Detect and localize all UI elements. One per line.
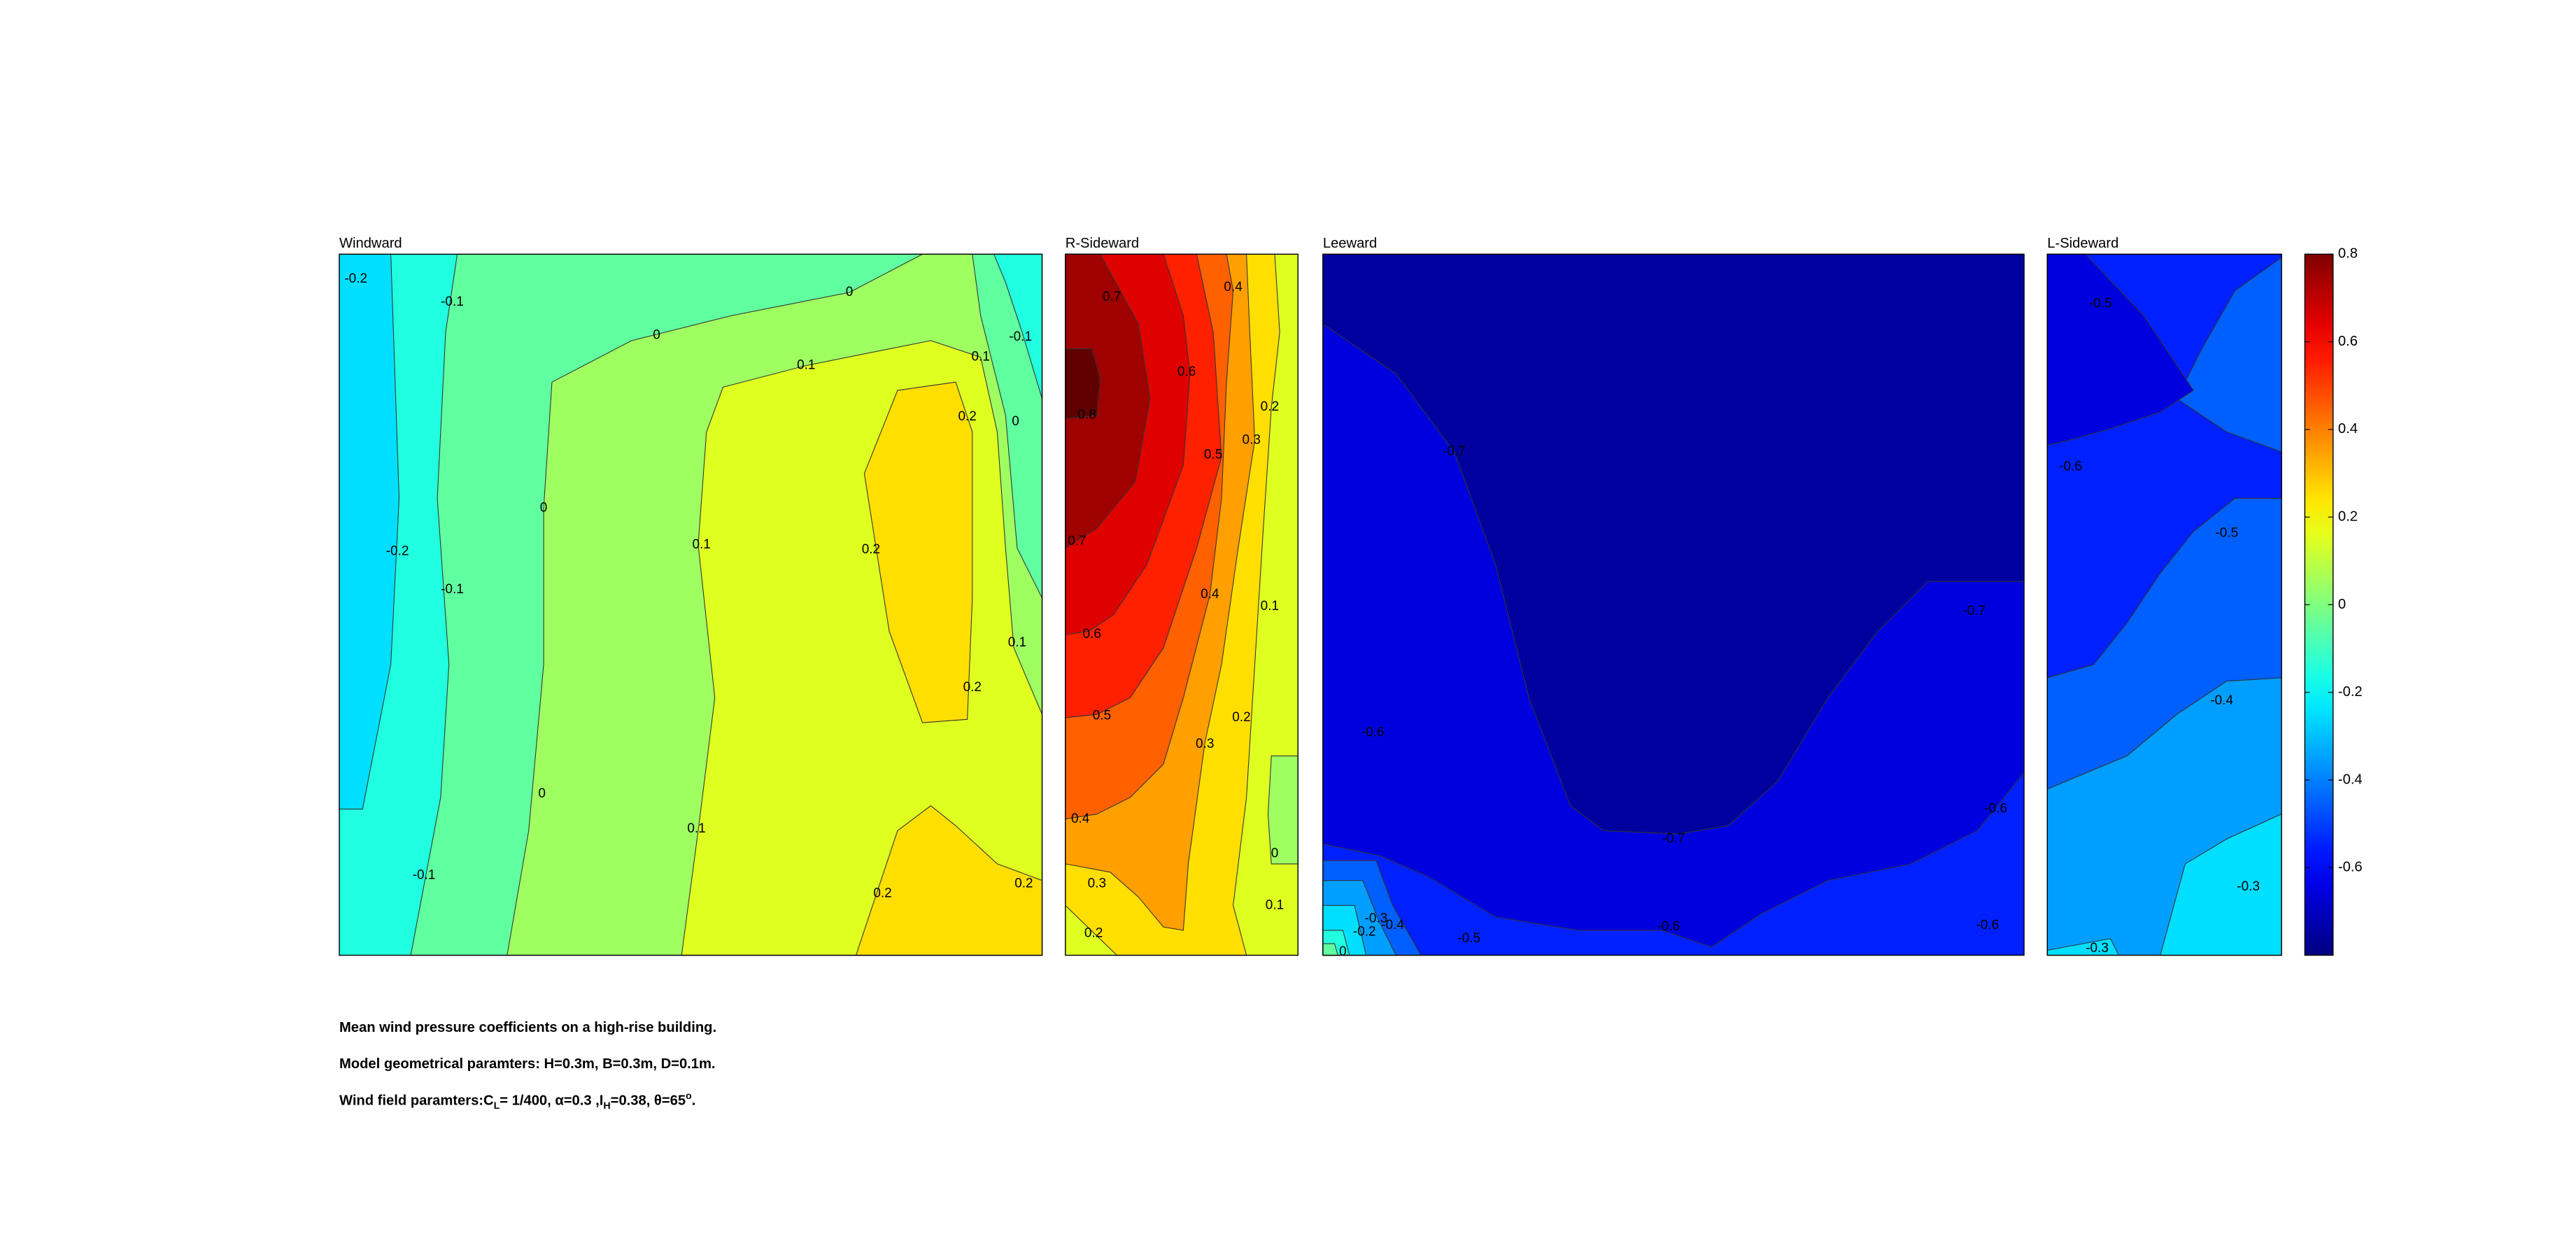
caption-part: Wind field paramters:C	[339, 1093, 494, 1108]
caption-part: = 1/400, α=0.3 ,I	[500, 1093, 603, 1108]
caption-line: Mean wind pressure coefficients on a hig…	[339, 1020, 716, 1035]
contour-label: 0.2	[1232, 710, 1250, 725]
contour-label: -0.5	[2215, 525, 2238, 540]
contour-label: 0.2	[862, 542, 880, 557]
contour-label: -0.7	[1443, 444, 1466, 459]
colorbar-tick-label: -0.2	[2338, 684, 2363, 700]
contour-label: 0.3	[1243, 432, 1261, 447]
colorbar-tick-label: 0.4	[2338, 421, 2358, 437]
contour-label: 0.1	[971, 350, 989, 364]
caption-part: L	[494, 1100, 500, 1112]
contour-label: 0	[538, 786, 546, 801]
contour-label: 0.3	[1088, 876, 1106, 891]
contour-label: -0.1	[441, 582, 464, 597]
contour-label: -0.6	[1657, 919, 1680, 934]
contour-label: -0.2	[1353, 924, 1376, 939]
contour-label: 0	[653, 328, 660, 343]
contour-label: 0.4	[1201, 587, 1219, 602]
panel: R-Sideward 0.7 0.4 0.6 0.2 0.8 0.3 0.5 0.7 0.4 0.1…	[1065, 236, 1298, 956]
contour-label: 0.2	[958, 409, 976, 424]
caption-line: Wind field paramters:CL= 1/400, α=0.3 ,I…	[339, 1091, 695, 1112]
panel: Leeward -0.7 -0.7 -0.6 -0.7 -0.6 -0.6 -0.6 -0.5 -…	[1322, 236, 2025, 959]
contour-label: -0.2	[386, 544, 409, 558]
contour-label: -0.6	[1984, 802, 2007, 816]
panel-frame	[1065, 253, 1298, 956]
contour-label: 0.1	[1266, 898, 1284, 912]
panel-title: Windward	[339, 236, 402, 251]
contour-label: 0.7	[1103, 290, 1121, 304]
caption-line: Model geometrical paramters: H=0.3m, B=0…	[339, 1056, 716, 1072]
panel: Windward -0.2 -0.1 0 0 0.1 0.1 -0.1 0.2 0 0 -0.2 -0.…	[339, 236, 1043, 956]
contour-label: 0.2	[1084, 926, 1103, 941]
caption-part: .	[692, 1093, 696, 1108]
contour-label: -0.4	[1381, 918, 1404, 932]
contour-region	[2046, 253, 2194, 446]
contour-label: -0.3	[2086, 941, 2109, 956]
contour-label: 0.2	[1014, 876, 1033, 891]
contour-label: 0.5	[1093, 709, 1111, 723]
contour-label: 0	[1339, 944, 1347, 959]
contour-label: -0.5	[1457, 931, 1480, 946]
contour-label: -0.1	[413, 868, 436, 883]
contour-label: 0.1	[687, 821, 705, 836]
caption-part: H	[603, 1100, 610, 1112]
contour-label: -0.6	[1976, 918, 1999, 932]
contour-label: 0.3	[1196, 737, 1214, 751]
contour-label: -0.7	[1962, 604, 1986, 618]
contour-region	[1267, 756, 1298, 865]
panel-title: Leeward	[1323, 236, 1377, 251]
colorbar-tick-label: 0.6	[2338, 334, 2358, 349]
contour-label: 0.5	[1204, 448, 1222, 462]
contour-region	[1322, 253, 2025, 835]
panel-frame	[339, 253, 1043, 956]
contour-region	[863, 381, 973, 723]
contour-label: 0.2	[873, 886, 891, 901]
contour-label: 0	[1012, 414, 1019, 429]
contour-label: -0.5	[2089, 297, 2112, 311]
contour-label: -0.7	[1662, 831, 1685, 846]
contour-label: -0.3	[1365, 911, 1388, 926]
contour-label: -0.1	[441, 295, 464, 309]
contour-label: 0.7	[1068, 534, 1086, 548]
contour-label: 0.8	[1077, 408, 1096, 423]
contour-label: 0	[846, 285, 854, 299]
contour-label: 0.6	[1083, 627, 1101, 641]
contour-label: -0.3	[2237, 879, 2260, 894]
contour-label: 0	[1271, 846, 1279, 861]
panel-frame	[1322, 253, 2025, 956]
contour-label: 0	[540, 501, 548, 516]
colorbar-tick-label: -0.4	[2338, 772, 2363, 787]
contour-region	[1065, 253, 1151, 549]
contour-label: 0.4	[1224, 280, 1242, 295]
panel-frame	[2046, 253, 2282, 956]
contour-label: 0.1	[1008, 635, 1026, 650]
colorbar-tick-label: 0	[2338, 597, 2346, 612]
contour-label: -0.6	[1361, 725, 1385, 739]
colorbar-tick-label: 0.2	[2338, 509, 2358, 524]
contour-label: -0.6	[2059, 459, 2082, 474]
contour-label: 0.1	[797, 357, 815, 372]
caption-part: =0.38, θ=65	[611, 1093, 686, 1108]
contour-label: 0.1	[1261, 599, 1279, 614]
panel-title: L-Sideward	[2047, 236, 2118, 251]
contour-label: -0.2	[344, 271, 367, 286]
contour-label: 0.4	[1071, 811, 1089, 826]
panel: L-Sideward -0.5 -0.6 -0.5 -0.4 -0.3 -0.3	[2046, 236, 2282, 956]
contour-label: 0.6	[1177, 364, 1196, 379]
contour-label: 0.2	[1261, 399, 1279, 414]
contour-label: 0.1	[692, 537, 710, 552]
colorbar-tick-label: -0.6	[2338, 860, 2363, 875]
caption-part: o	[686, 1091, 692, 1102]
contour-label: -0.4	[2210, 693, 2233, 708]
panel-title: R-Sideward	[1066, 236, 1139, 251]
colorbar: 0.8 0.6 0.4 0.2 0 -0.2 -0.4 -0.6	[2304, 246, 2363, 956]
contour-label: -0.1	[1009, 329, 1032, 344]
contour-label: 0.2	[963, 680, 982, 695]
colorbar-tick-label: 0.8	[2338, 246, 2358, 262]
